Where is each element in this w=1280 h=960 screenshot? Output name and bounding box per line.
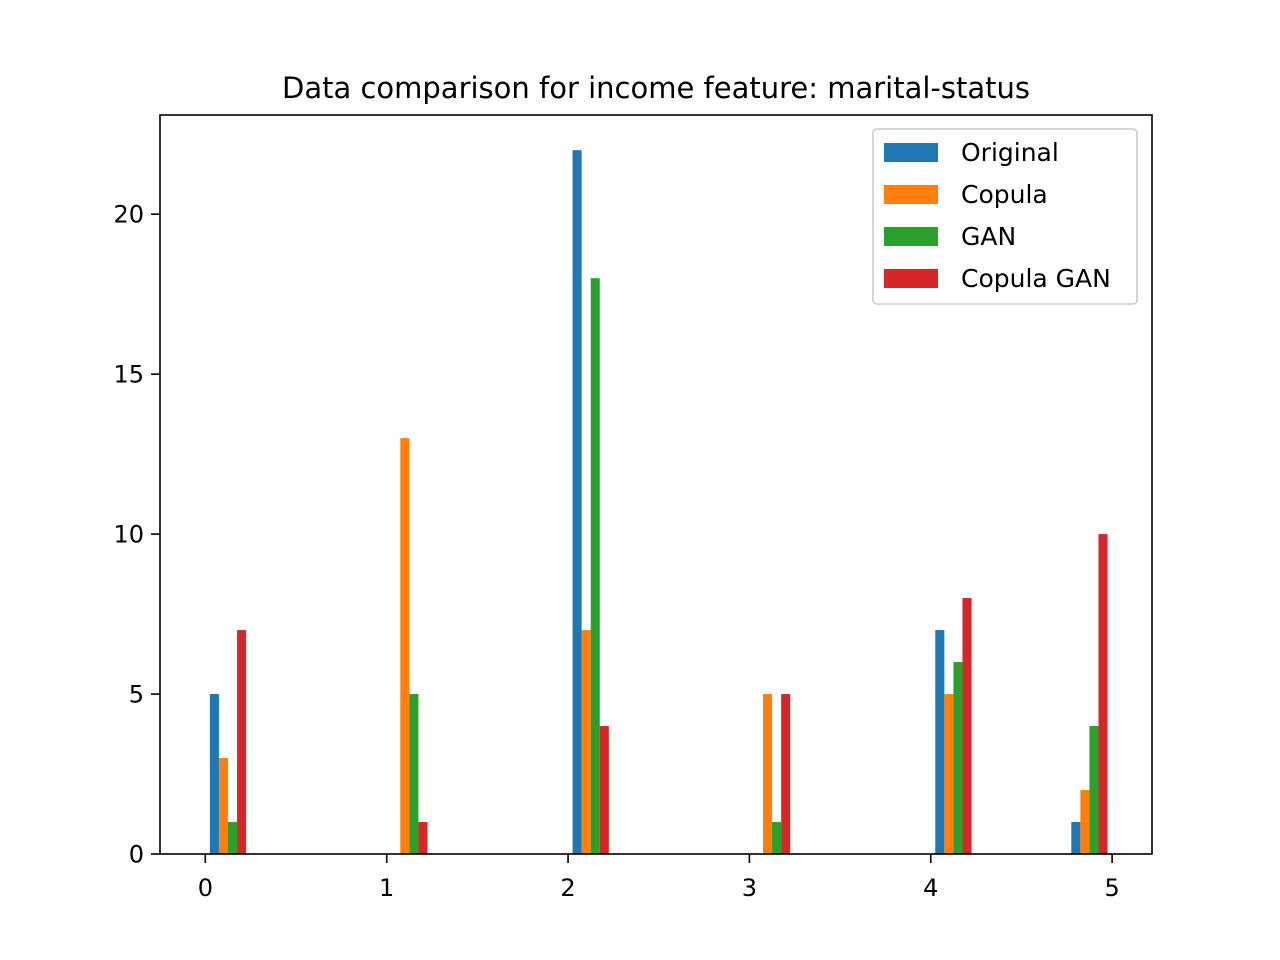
bar-copula-gan-2	[599, 726, 609, 854]
legend-swatch-original	[884, 143, 938, 162]
bar-original-2	[935, 630, 945, 854]
bar-gan-4	[953, 662, 963, 854]
legend-label-copula: Copula	[961, 180, 1048, 209]
x-tick-label: 0	[198, 874, 213, 902]
x-tick-label: 5	[1104, 874, 1119, 902]
legend-label-gan: GAN	[961, 222, 1016, 251]
bar-copula-2	[581, 630, 591, 854]
bar-copula-gan-3	[781, 694, 791, 854]
x-tick-label: 1	[379, 874, 394, 902]
y-tick-label: 15	[113, 361, 144, 389]
series-gan	[228, 278, 1099, 854]
bar-gan-3	[772, 822, 782, 854]
bar-copula-4	[944, 694, 954, 854]
legend-swatch-copula-gan	[884, 269, 938, 288]
bar-copula-gan-5	[1098, 534, 1108, 854]
bar-copula-gan-0	[237, 630, 247, 854]
bar-original-0	[209, 694, 219, 854]
y-tick-label: 5	[129, 681, 144, 709]
bar-copula-gan-1	[418, 822, 428, 854]
x-tick-label: 2	[560, 874, 575, 902]
bar-original-3	[1071, 822, 1081, 854]
bars-layer	[209, 150, 1108, 854]
legend-label-copula-gan: Copula GAN	[961, 264, 1111, 293]
bar-copula-0	[218, 758, 229, 854]
bar-copula-5	[1080, 790, 1090, 854]
bar-original-1	[572, 150, 582, 854]
y-tick-label: 20	[113, 201, 144, 229]
legend: Original Copula GAN Copula GAN	[872, 128, 1138, 305]
y-axis: 0 5 10 15 20	[113, 201, 160, 869]
bar-gan-0	[228, 822, 238, 854]
y-tick-label: 10	[113, 521, 144, 549]
series-copula-gan	[237, 534, 1108, 854]
series-original	[209, 150, 1081, 854]
y-tick-label: 0	[129, 841, 144, 869]
bar-gan-1	[409, 694, 419, 854]
legend-box	[872, 128, 1138, 305]
legend-swatch-gan	[884, 227, 938, 246]
bar-gan-2	[590, 278, 600, 854]
bar-gan-5	[1089, 726, 1099, 854]
legend-label-original: Original	[961, 138, 1059, 167]
legend-swatch-copula	[884, 185, 938, 204]
series-copula	[218, 438, 1090, 854]
x-axis: 0 1 2 3 4 5	[198, 854, 1120, 902]
bar-copula-gan-4	[962, 598, 972, 854]
chart-title: Data comparison for income feature: mari…	[282, 71, 1030, 105]
x-tick-label: 3	[742, 874, 757, 902]
bar-copula-3	[763, 694, 773, 854]
bar-copula-1	[400, 438, 410, 854]
x-tick-label: 4	[923, 874, 938, 902]
plot-frame	[159, 114, 1153, 855]
